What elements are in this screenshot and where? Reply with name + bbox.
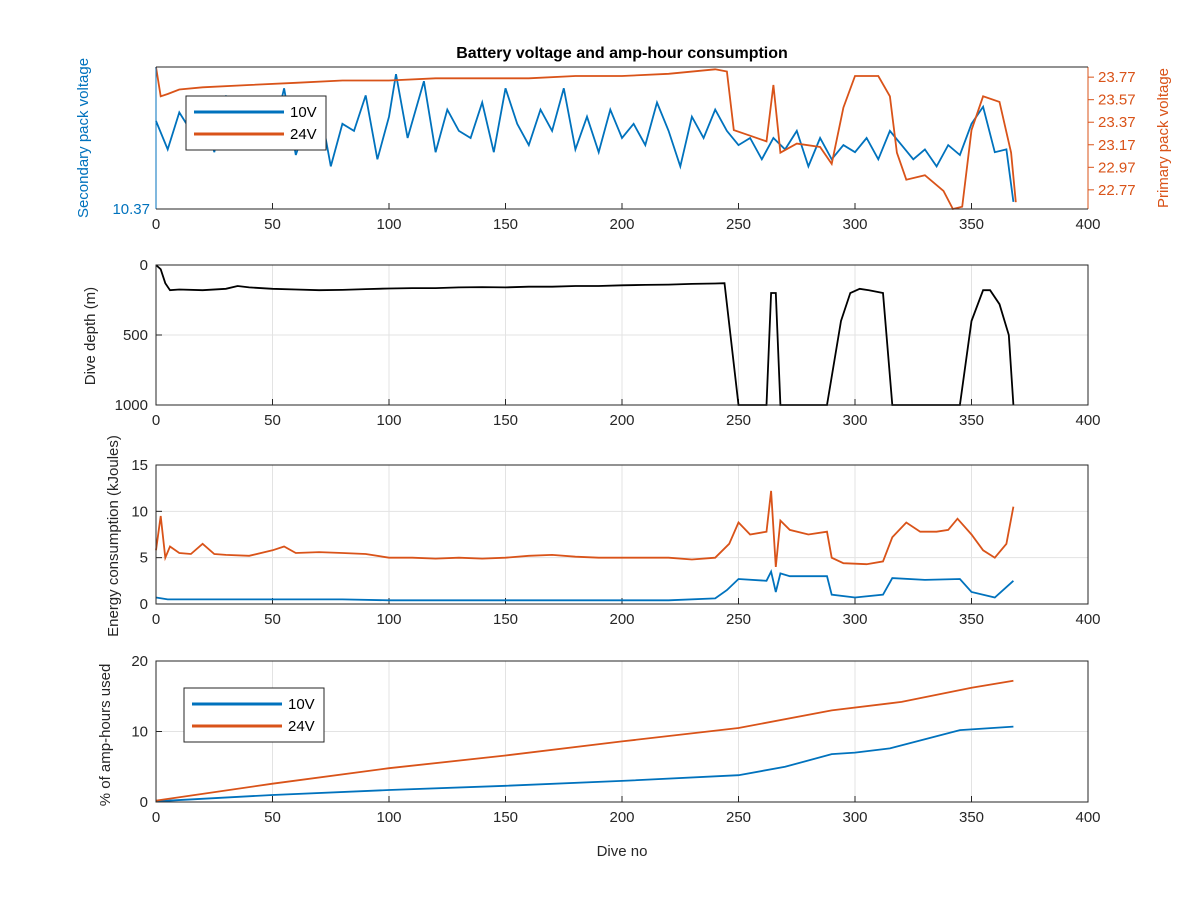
x-tick-label: 300 [842,809,867,826]
y-axis-label-energy: Energy consumption (kJoules) [105,435,122,637]
y-axis-label-dive-depth: Dive depth (m) [82,287,99,385]
x-tick-label: 100 [376,809,401,826]
y-axis-label-amp-hours: % of amp-hours used [97,664,114,807]
x-tick-label: 50 [264,216,281,233]
plot-frame [155,464,1089,605]
x-tick-label: 200 [609,216,634,233]
x-tick-label: 250 [726,412,751,429]
y-axis-label-primary-voltage: Primary pack voltage [1155,68,1172,208]
x-tick-label: 50 [264,809,281,826]
x-tick-label: 0 [152,412,160,429]
x-tick-label: 400 [1075,809,1100,826]
legend-label-10v: 10V [288,696,315,713]
legend-label-10v: 10V [290,104,317,121]
plot-frame [155,660,1089,803]
x-tick-label: 0 [152,216,160,233]
y-tick-label: 15 [131,457,148,474]
energy-panel: 0 50 100 150 200 250 300 350 400 0 5 10 15 [131,457,1100,628]
x-tick-label: 300 [842,216,867,233]
x-tick-label: 150 [493,412,518,429]
y-tick-label: 10 [131,503,148,520]
x-tick-label: 0 [152,809,160,826]
x-tick-label: 400 [1075,216,1100,233]
x-tick-label: 200 [609,611,634,628]
x-tick-label: 400 [1075,412,1100,429]
y-tick-label: 0 [140,794,148,811]
x-tick-label: 350 [959,611,984,628]
series-line-24v [155,66,1017,211]
x-tick-label: 100 [376,412,401,429]
chart-title: Battery voltage and amp-hour consumption [456,45,788,62]
y-tick-label-right: 23.57 [1098,92,1136,109]
x-tick-label: 150 [493,611,518,628]
y-tick-label: 1000 [115,397,148,414]
y-tick-label: 0 [140,596,148,613]
x-tick-label: 350 [959,216,984,233]
legend-amp-hours: 10V 24V [183,687,325,743]
x-tick-label: 100 [376,216,401,233]
y-tick-label-right: 22.77 [1098,182,1136,199]
x-tick-label: 150 [493,216,518,233]
x-tick-label: 0 [152,611,160,628]
y-tick-label: 20 [131,653,148,670]
x-tick-label: 350 [959,809,984,826]
x-tick-label: 50 [264,412,281,429]
x-tick-label: 250 [726,611,751,628]
series-line-24v [155,490,1015,567]
x-tick-label: 50 [264,611,281,628]
y-tick-label: 5 [140,550,148,567]
y-tick-label: 500 [123,327,148,344]
x-tick-label: 150 [493,809,518,826]
y-tick-label-right: 23.77 [1098,69,1136,86]
y-tick-label-left: 10.37 [112,201,150,218]
series-line-24v [155,679,1014,802]
depth-panel: 0 50 100 150 200 250 300 350 400 0 500 1000 [115,257,1101,429]
y-tick-label-right: 22.97 [1098,159,1136,176]
x-tick-label: 300 [842,412,867,429]
y-tick-label-right: 23.37 [1098,114,1136,131]
legend-label-24v: 24V [288,718,315,735]
x-tick-label: 300 [842,611,867,628]
x-axis-label-dive-no: Dive no [597,843,648,860]
y-tick-label-right: 23.17 [1098,137,1136,154]
series-line-10v [155,725,1014,803]
legend-voltage: 10V 24V [185,95,327,151]
plot-frame [155,264,1089,406]
x-tick-label: 200 [609,809,634,826]
y-axis-label-secondary-voltage: Secondary pack voltage [75,58,92,218]
y-tick-label: 0 [140,257,148,274]
x-tick-label: 100 [376,611,401,628]
amp-hours-panel: 0 50 100 150 200 250 300 350 400 0 10 20 [131,653,1100,826]
x-tick-label: 400 [1075,611,1100,628]
x-tick-label: 200 [609,412,634,429]
series-line-0 [155,264,1015,406]
legend-label-24v: 24V [290,126,317,143]
x-tick-label: 250 [726,216,751,233]
x-tick-label: 250 [726,809,751,826]
y-tick-label: 10 [131,724,148,741]
x-tick-label: 350 [959,412,984,429]
series-line-10v [155,568,1015,602]
